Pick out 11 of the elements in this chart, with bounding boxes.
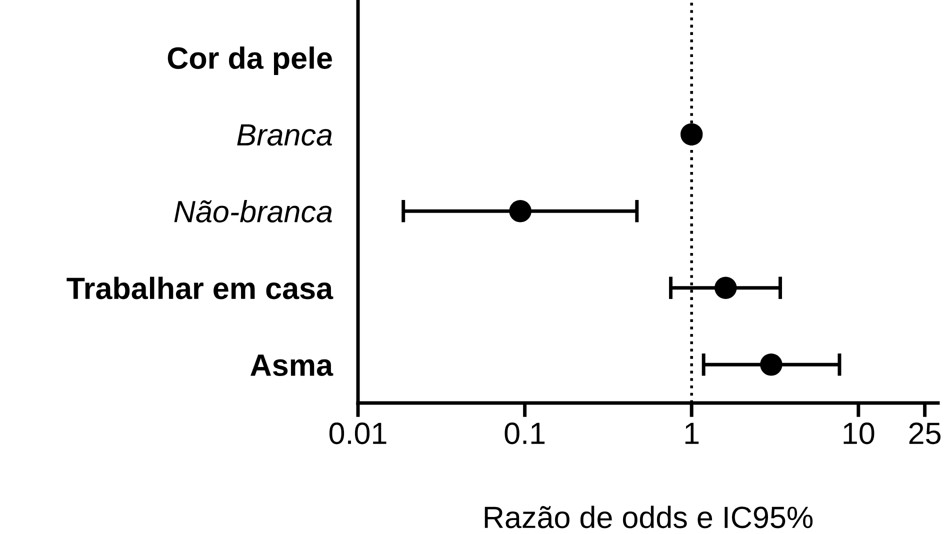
x-tick-label: 25 xyxy=(909,422,941,444)
y-tick-label: Branca xyxy=(237,124,332,146)
x-tick-label: 10 xyxy=(844,422,874,444)
y-tick-label: Asma xyxy=(250,354,334,376)
x-tick-label: 0.01 xyxy=(329,422,386,444)
x-tick-label: 1 xyxy=(685,422,699,444)
y-tick-label: Não-branca xyxy=(174,200,332,222)
y-tick-label: Cor da pele xyxy=(168,46,332,75)
y-tick-label: Trabalhar em casa xyxy=(66,276,334,300)
x-axis-title: Razão de odds e IC95% xyxy=(484,506,813,528)
x-tick-label: 0.1 xyxy=(504,422,545,444)
